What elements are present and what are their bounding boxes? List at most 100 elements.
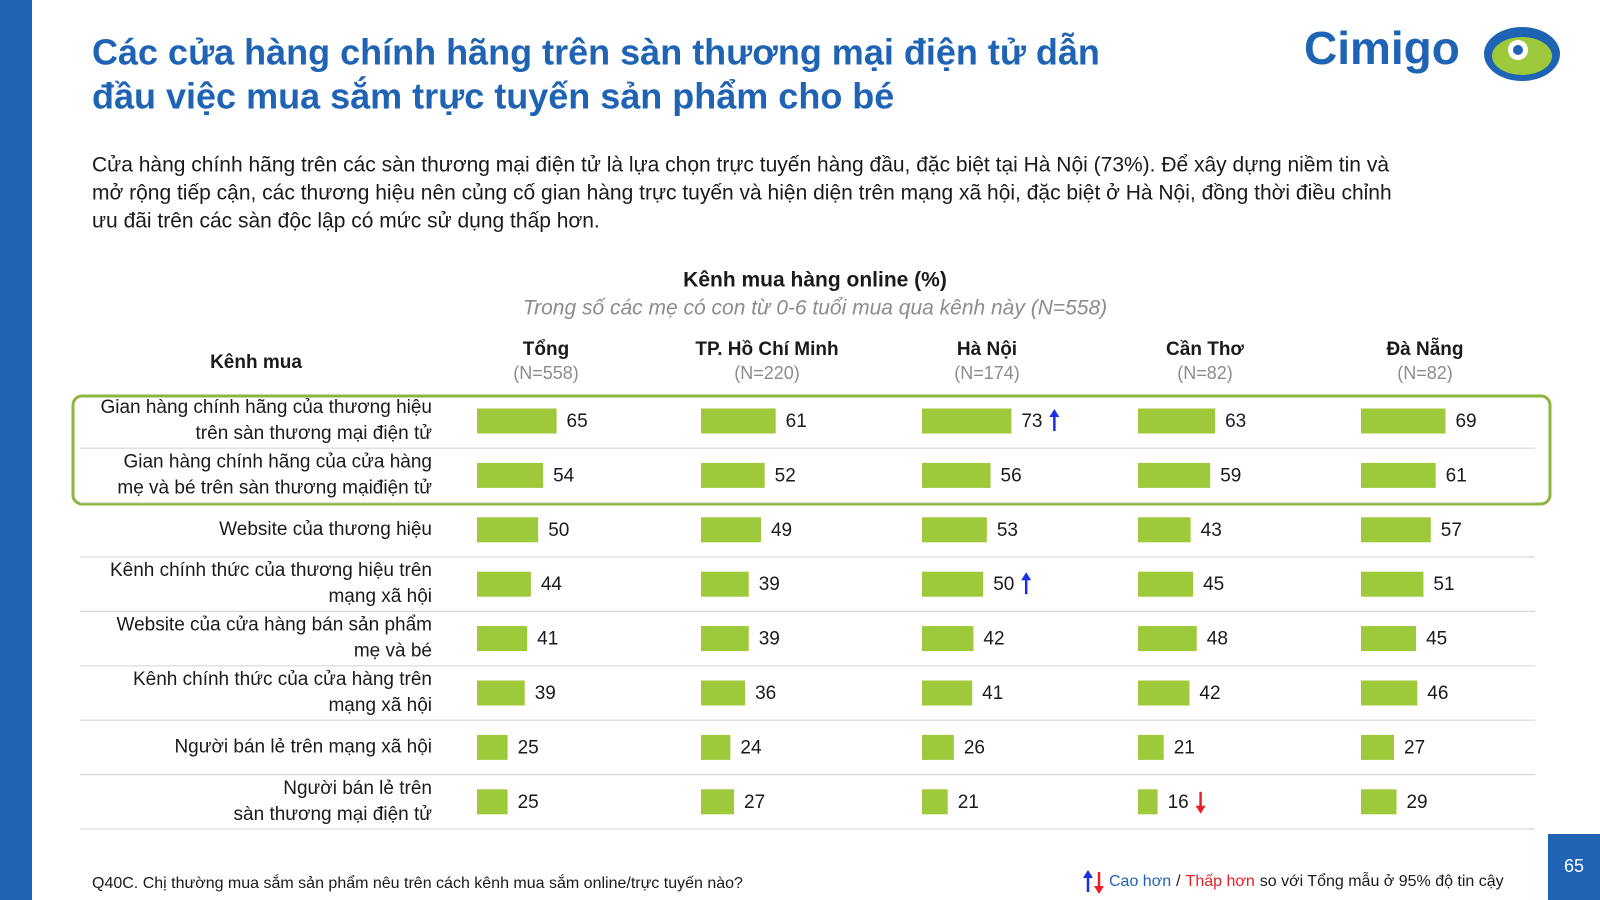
bar [922,517,987,543]
column-n: (N=174) [954,363,1020,383]
bar [922,789,948,815]
row-label: mẹ và bé [354,641,432,662]
bar [701,408,776,434]
column-name: Cần Thơ [1166,339,1244,360]
bar [701,462,765,488]
row-label: mạng xã hội [328,586,432,607]
table-title: Kênh mua hàng online (%) [683,269,947,292]
value-label: 50 [548,520,569,541]
value-label: 27 [744,792,765,813]
value-label: 27 [1404,737,1425,758]
bar [1361,789,1397,815]
value-label: 21 [958,792,979,813]
bar [1138,626,1197,652]
value-label: 45 [1426,629,1447,650]
value-label: 25 [518,792,539,813]
row-label: Người bán lẻ trên mạng xã hội [174,736,432,757]
value-label: 56 [1001,465,1022,486]
value-label: 43 [1201,520,1222,541]
column-n: (N=220) [734,363,800,383]
row-label: Website của cửa hàng bán sản phẩm [116,615,432,636]
table-subtitle: Trong số các mẹ có con từ 0-6 tuổi mua q… [523,297,1107,320]
page-number: 65 [1564,856,1584,876]
significance-arrow [1021,572,1032,595]
bar [477,734,508,760]
footnote: Q40C. Chị thường mua sắm sản phẩm nêu tr… [92,873,743,892]
row-label: Website của thương hiệu [219,519,432,540]
row-label: Gian hàng chính hãng của thương hiệu [100,397,432,418]
bar [701,626,749,652]
legend: Cao hơn / Thấp hơn so với Tổng mẫu ở 95% độ… [1109,871,1504,890]
value-label: 59 [1220,465,1241,486]
row-label: mạng xã hội [328,695,432,716]
bar [477,517,539,543]
value-label: 65 [567,411,588,432]
legend-text: so với Tổng mẫu ở 95% độ tin cậy [1260,871,1504,890]
bar [1138,734,1164,760]
title: Các cửa hàng chính hãng trên sàn thương … [92,32,1100,73]
bar [701,571,749,597]
significance-arrow [1195,791,1206,814]
significance-arrow [1094,872,1104,894]
value-label: 24 [740,737,762,758]
arrow-head [1021,572,1032,581]
row-label: Người bán lẻ trên [283,778,432,799]
bar [922,626,974,652]
arrow-head [1083,870,1093,878]
row-label: trên sàn thương mại điện tử [196,423,433,444]
value-label: 54 [553,465,575,486]
value-label: 50 [993,574,1014,595]
bar [922,462,991,488]
value-label: 44 [541,574,563,595]
value-label: 26 [964,737,985,758]
bar [477,571,531,597]
row-label: Kênh chính thức của thương hiệu trên [110,560,432,581]
bar [922,408,1012,434]
bar [1361,462,1436,488]
logo-icon [1484,27,1560,81]
value-label: 41 [537,629,558,650]
bar [701,734,731,760]
bar [701,680,746,706]
bar [701,517,761,543]
value-label: 36 [755,683,776,704]
value-label: 25 [518,737,539,758]
value-label: 46 [1427,683,1448,704]
bar [922,571,984,597]
arrow-head [1195,805,1206,814]
arrow-head [1094,886,1104,894]
bar [477,408,557,434]
highlight-box [71,394,1552,506]
title: đầu việc mua sắm trực tuyến sản phẩm cho… [92,75,894,117]
column-name: Hà Nội [957,339,1017,360]
bar [1138,408,1216,434]
value-label: 52 [775,465,796,486]
bar [1138,571,1194,597]
bar [1138,789,1158,815]
paragraph: ưu đãi trên các sàn độc lập có mức sử dụ… [92,210,600,233]
bar [922,680,973,706]
paragraph: mở rộng tiếp cận, các thương hiệu nên củ… [92,182,1392,205]
row-label: Kênh chính thức của cửa hàng trên [133,669,432,690]
bar [1361,734,1395,760]
significance-arrow [1049,409,1060,431]
column-n: (N=82) [1397,363,1453,383]
legend-separator: / [1176,873,1181,890]
value-label: 48 [1207,629,1228,650]
bar [922,734,954,760]
value-label: 61 [786,411,807,432]
value-label: 39 [759,629,780,650]
row-label: Gian hàng chính hãng của cửa hàng [123,451,432,472]
value-label: 73 [1021,411,1042,432]
value-label: 42 [1199,683,1220,704]
column-name: TP. Hồ Chí Minh [695,339,838,360]
bar [477,789,508,815]
row-label: sàn thương mại điện tử [234,804,433,825]
value-label: 41 [982,683,1003,704]
bar [1361,408,1446,434]
bar [1138,517,1191,543]
legend-lower: Thấp hơn [1186,873,1255,890]
column-name: Đà Nẵng [1386,337,1463,360]
bar [1361,626,1417,652]
